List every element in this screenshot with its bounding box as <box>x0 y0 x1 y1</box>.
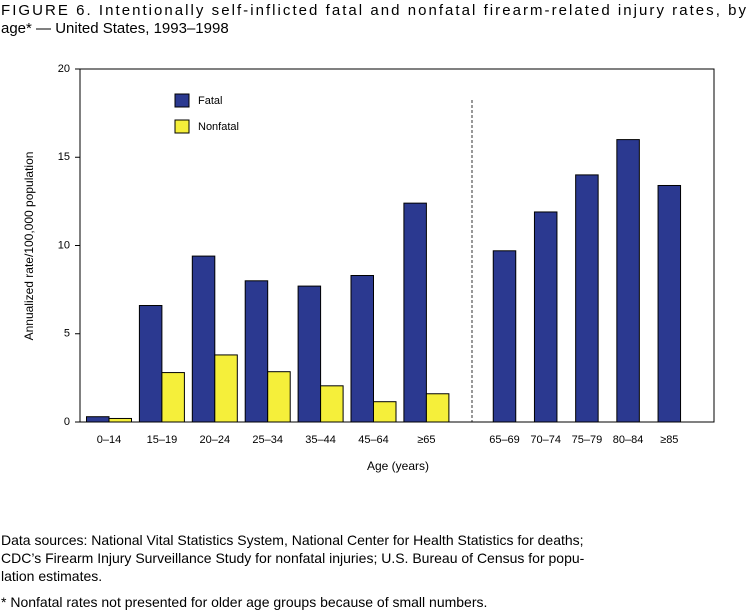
footnote: * Nonfatal rates not presented for older… <box>1 594 487 610</box>
x-tick-label: 70–74 <box>530 434 561 446</box>
bar <box>267 371 291 423</box>
bar <box>492 250 517 423</box>
bar <box>297 285 322 423</box>
bar <box>244 280 269 423</box>
bar <box>161 372 185 423</box>
bar <box>403 202 427 423</box>
x-tick-label: 15–19 <box>147 434 178 446</box>
legend-label: Nonfatal <box>198 121 239 133</box>
bar <box>425 393 450 423</box>
bar <box>350 275 374 423</box>
bar <box>575 174 599 423</box>
bar <box>138 305 163 423</box>
chart-title: FIGURE 6. Intentionally self-inflicted f… <box>1 2 747 19</box>
x-tick-label: 65–69 <box>489 434 520 446</box>
legend-swatch <box>174 119 190 134</box>
x-axis-label: Age (years) <box>367 459 429 473</box>
bar <box>214 354 238 423</box>
x-tick-label: 25–34 <box>252 434 283 446</box>
bar <box>191 255 216 423</box>
bar <box>320 385 344 423</box>
x-tick-label: 45–64 <box>358 434 389 446</box>
legend-swatch <box>174 93 190 108</box>
x-tick-label: ≥65 <box>417 434 435 446</box>
x-tick-label: ≥85 <box>660 434 678 446</box>
x-tick-label: 0–14 <box>97 434 121 446</box>
y-tick-label: 5 <box>64 328 70 340</box>
chart-title: age* — United States, 1993–1998 <box>1 20 229 37</box>
bar <box>86 416 110 423</box>
note: Data sources: National Vital Statistics … <box>1 532 584 548</box>
legend-label: Fatal <box>198 95 222 107</box>
x-tick-label: 75–79 <box>572 434 603 446</box>
bar <box>616 139 640 423</box>
note: lation estimates. <box>1 568 102 584</box>
note: CDC’s Firearm Injury Surveillance Study … <box>1 550 585 566</box>
x-tick-label: 35–44 <box>305 434 336 446</box>
y-tick-label: 0 <box>64 416 70 428</box>
bar <box>108 417 132 423</box>
y-tick-label: 20 <box>58 63 70 75</box>
x-tick-label: 80–84 <box>613 434 644 446</box>
bar <box>533 211 558 423</box>
y-tick-label: 10 <box>58 239 70 251</box>
y-tick-label: 15 <box>58 151 70 163</box>
y-axis-label: Annualized rate/100,000 population <box>22 152 36 341</box>
bar <box>373 401 397 423</box>
x-tick-label: 20–24 <box>200 434 231 446</box>
bar <box>657 184 682 423</box>
